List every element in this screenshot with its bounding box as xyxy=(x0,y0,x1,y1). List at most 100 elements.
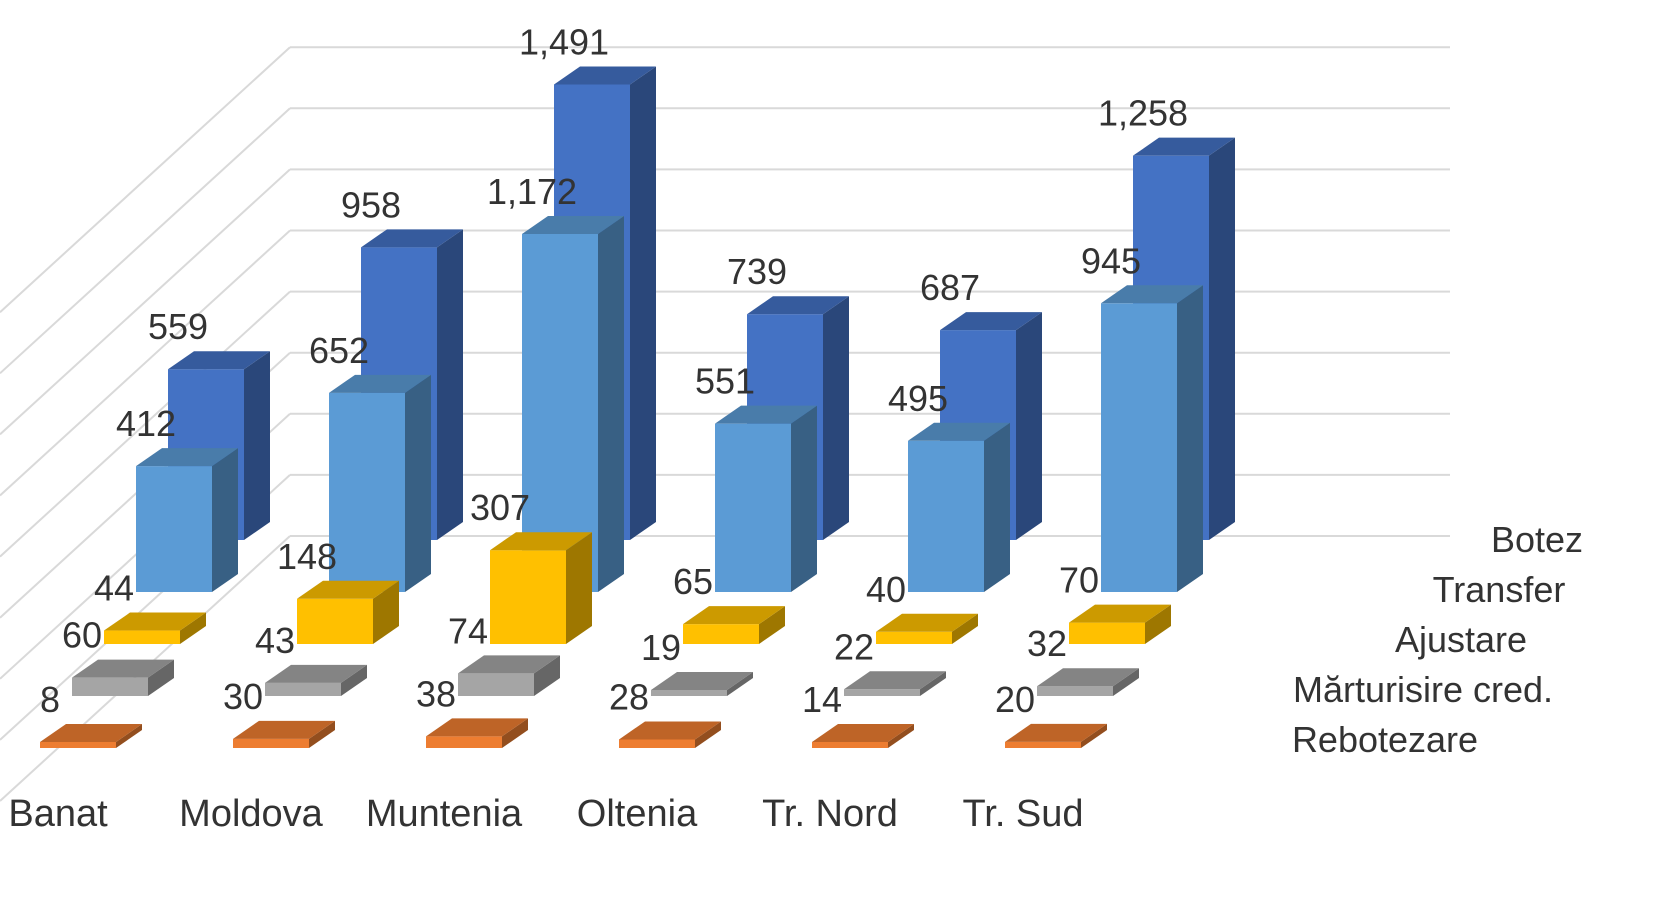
category-label: Oltenia xyxy=(577,793,698,835)
gridline-side xyxy=(0,290,291,558)
bar-ajustare-0: 44 xyxy=(94,568,206,644)
data-label: 38 xyxy=(416,673,456,714)
data-label: 30 xyxy=(223,676,263,717)
bar-top xyxy=(812,724,914,742)
bar-top xyxy=(1101,285,1203,304)
series-label: Mărturisire cred. xyxy=(1293,669,1553,710)
bar-transfer-2: 1,172 xyxy=(487,171,624,593)
data-label: 14 xyxy=(802,679,842,720)
data-label: 495 xyxy=(888,378,948,419)
bar-transfer-3: 551 xyxy=(695,361,817,592)
data-label: 70 xyxy=(1059,560,1099,601)
bar-transfer-0: 412 xyxy=(116,403,238,592)
data-label: 1,491 xyxy=(519,21,609,62)
bar-rebotezare-2: 38 xyxy=(416,673,528,748)
bar-top xyxy=(104,612,206,631)
bar-m-rturisire-cred--5: 32 xyxy=(1027,623,1139,696)
data-label: 307 xyxy=(470,487,530,528)
bar-top xyxy=(1069,604,1171,623)
bar-transfer-1: 652 xyxy=(309,330,431,592)
bar-ajustare-1: 148 xyxy=(277,536,399,644)
bar-top xyxy=(747,296,849,315)
bar-ajustare-4: 40 xyxy=(866,569,978,644)
bar-top xyxy=(168,351,270,370)
series-labels: Botez Transfer Ajustare Mărturisire cred. Re… xyxy=(1292,519,1583,760)
category-label: Tr. Nord xyxy=(762,793,898,835)
bar-front xyxy=(297,598,373,644)
data-label: 44 xyxy=(94,568,134,609)
bar-top xyxy=(715,405,817,424)
series-label: Transfer xyxy=(1433,569,1566,610)
gridline-side xyxy=(0,107,291,375)
bar-top xyxy=(554,66,656,85)
category-label: Tr. Sud xyxy=(962,793,1083,835)
gridline-side xyxy=(0,46,291,313)
bar-side xyxy=(823,296,849,540)
bar-top xyxy=(844,671,946,690)
bar-side xyxy=(148,659,174,696)
bar-top xyxy=(522,215,624,234)
bar-top xyxy=(72,659,174,678)
bar-side xyxy=(984,422,1010,592)
bar-front xyxy=(265,682,341,696)
data-label: 19 xyxy=(641,627,681,668)
bar-front xyxy=(233,738,309,748)
bar-front xyxy=(458,673,534,696)
bar-top xyxy=(651,672,753,690)
bar-rebotezare-5: 20 xyxy=(995,679,1107,748)
bar-m-rturisire-cred--3: 19 xyxy=(641,627,753,696)
bar-rebotezare-0: 8 xyxy=(40,679,142,748)
bar-marks: 559 958 1,491 739 687 1,258 412 652 1,172 551 495 9… xyxy=(40,21,1235,748)
bar-front xyxy=(40,742,116,748)
bar-front xyxy=(651,690,727,696)
gridlines xyxy=(0,46,1450,802)
bar-front xyxy=(1005,741,1081,748)
bar-top xyxy=(136,448,238,467)
bar-front xyxy=(683,624,759,644)
bar-top xyxy=(1005,723,1107,742)
series-label: Ajustare xyxy=(1395,619,1527,660)
bar-rebotezare-1: 30 xyxy=(223,676,335,748)
bar-rebotezare-3: 28 xyxy=(609,676,721,748)
gridline-side xyxy=(0,168,291,436)
bar-side xyxy=(341,664,367,696)
bar-m-rturisire-cred--0: 60 xyxy=(62,615,174,696)
bar-botez-0: 559 xyxy=(148,306,270,540)
bar-side xyxy=(534,655,560,696)
data-label: 28 xyxy=(609,676,649,717)
bar-front xyxy=(490,550,566,644)
data-label: 652 xyxy=(309,330,369,371)
data-label: 65 xyxy=(673,561,713,602)
bar-top xyxy=(329,374,431,393)
bar-side xyxy=(405,374,431,592)
bar-m-rturisire-cred--1: 43 xyxy=(255,620,367,696)
bar-top xyxy=(265,664,367,683)
bar-side xyxy=(1177,285,1203,592)
bar-side xyxy=(1113,668,1139,696)
bar-top xyxy=(233,720,335,739)
bar-rebotezare-4: 14 xyxy=(802,679,914,748)
data-label: 60 xyxy=(62,615,102,656)
data-label: 559 xyxy=(148,306,208,347)
bar-top xyxy=(1133,137,1235,156)
bar-top xyxy=(297,580,399,599)
data-label: 40 xyxy=(866,569,906,610)
data-label: 20 xyxy=(995,679,1035,720)
bar-ajustare-3: 65 xyxy=(673,561,785,644)
data-label: 945 xyxy=(1081,240,1141,281)
bar-front xyxy=(908,440,984,592)
category-label: Muntenia xyxy=(366,793,523,835)
bar-top xyxy=(40,724,142,742)
bar-side xyxy=(791,405,817,592)
bar-side xyxy=(437,229,463,540)
bar-m-rturisire-cred--4: 22 xyxy=(834,626,946,696)
data-label: 1,258 xyxy=(1098,93,1188,134)
series-label: Rebotezare xyxy=(1292,719,1478,760)
bar-side xyxy=(1081,723,1107,748)
category-label: Moldova xyxy=(179,793,323,835)
bar-ajustare-2: 307 xyxy=(470,487,592,644)
bar-transfer-5: 945 xyxy=(1081,240,1203,592)
bar-side xyxy=(373,580,399,644)
